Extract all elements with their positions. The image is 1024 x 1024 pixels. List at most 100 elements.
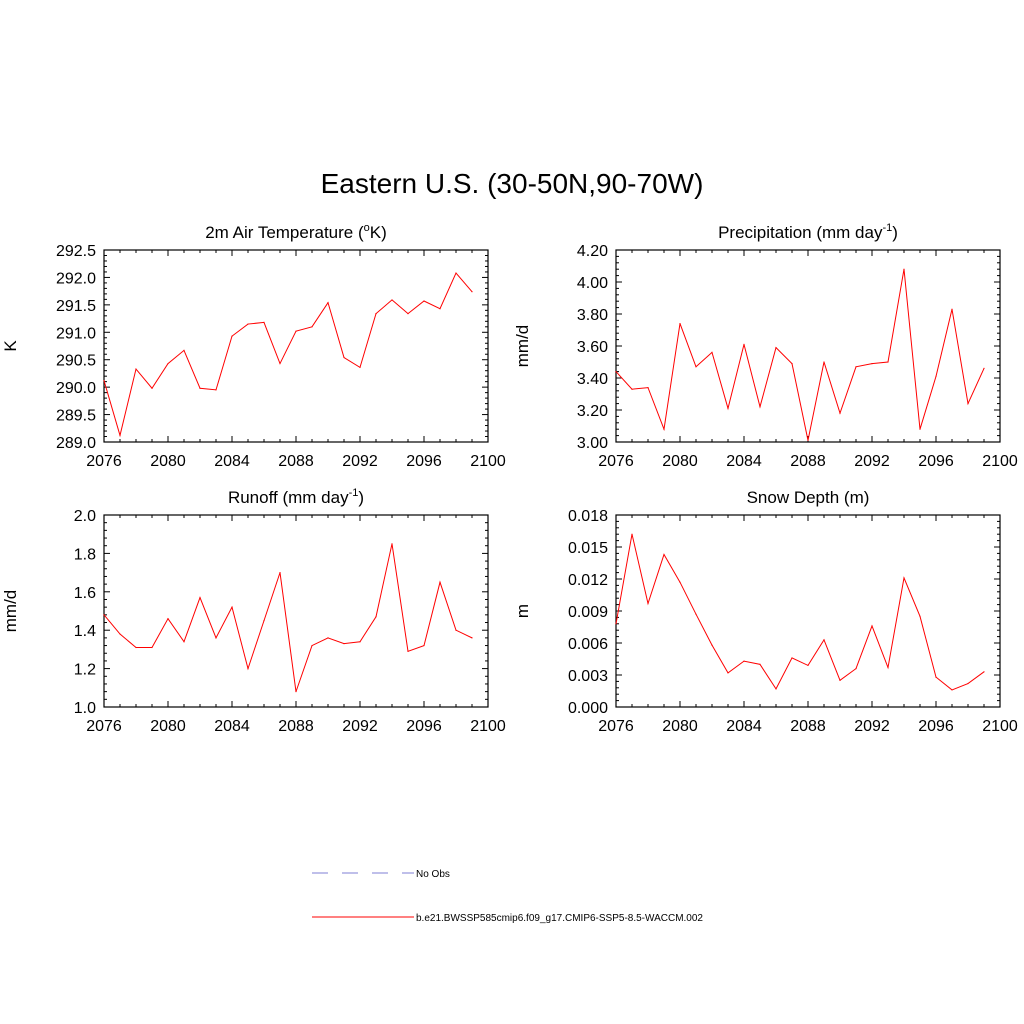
runoff-data-point-2095 [407,650,409,652]
precipitation-data-point-2091 [855,366,857,368]
precipitation-data-point-2096 [935,375,937,377]
snow-depth-data-point-2094 [903,577,905,579]
snow-depth-data-point-2083 [727,672,729,674]
snow-depth-data-point-2078 [647,602,649,605]
snow-depth-series-line [615,534,985,691]
precipitation-data-point-2095 [919,428,921,430]
runoff-data-point-2090 [327,637,329,639]
precipitation-x-tick-label: 2084 [726,453,762,470]
snow-depth-y-tick-label: 0.009 [568,604,608,621]
snow-depth-y-tick-label: 0.018 [568,508,608,525]
snow-depth-x-tick-label: 2076 [598,718,634,735]
precipitation-data-point-2083 [727,407,729,409]
precipitation-data-point-2081 [695,366,697,368]
temperature-data-point-2095 [407,313,409,315]
temperature-data-point-2097 [439,308,441,310]
runoff-x-tick-label: 2080 [150,718,186,735]
snow-depth-data-point-2089 [823,639,825,641]
snow-depth-data-point-2081 [695,613,697,615]
runoff-y-axis-label: mm/d [1,590,20,633]
panel-snow-depth: 2076 2080 2084 2088 2092 2096 2100 0.000 0.003 0.… [513,488,1018,735]
snow-depth-data-point-2095 [919,615,921,617]
panel-temperature: 2076 2080 2084 2088 2092 2096 2100 289.0 289.5 29… [1,222,506,470]
snow-depth-data-point-2080 [679,581,681,583]
temperature-y-axis-label: K [1,340,20,352]
runoff-panel-title: Runoff (mm day-1) [228,487,364,507]
runoff-series-line [103,543,473,692]
precipitation-y-tick-label: 3.00 [577,435,608,452]
runoff-y-tick-label: 2.0 [74,508,96,525]
snow-depth-data-point-2082 [711,644,713,646]
snow-depth-data-point-2087 [791,657,793,659]
runoff-data-point-2086 [263,620,265,622]
runoff-y-tick-label: 1.6 [74,585,96,602]
panel-precipitation: 2076 2080 2084 2088 2092 2096 2100 3.00 3.20 3.40… [513,222,1018,470]
precipitation-y-axis-label: mm/d [513,325,532,368]
precipitation-data-point-2089 [823,361,825,363]
temperature-title-main: 2m Air Temperature ( [205,223,364,242]
snow-depth-x-tick-label: 2100 [982,718,1018,735]
temperature-data-point-2085 [247,323,249,325]
precipitation-data-point-2090 [839,412,841,414]
temperature-data-point-2079 [151,387,153,389]
temperature-data-point-2099 [471,291,473,293]
precipitation-data-point-2082 [711,351,713,353]
temperature-x-tick-label: 2100 [470,453,506,470]
temperature-data-point-2083 [215,389,217,391]
temperature-data-point-2084 [231,335,233,337]
precipitation-x-tick-label: 2092 [854,453,890,470]
runoff-y-tick-label: 1.4 [74,623,96,640]
legend: No Obs b.e21.BWSSP585cmip6.f09_g17.CMIP6… [312,869,703,924]
temperature-data-point-2081 [183,349,185,351]
runoff-data-point-2094 [391,543,393,545]
runoff-data-point-2097 [439,581,441,583]
runoff-y-tick-label: 1.0 [74,700,96,717]
temperature-y-tick-label: 289.5 [56,408,96,425]
precipitation-data-point-2092 [871,363,873,365]
temperature-data-point-2090 [327,302,329,304]
precipitation-y-tick-label: 4.20 [577,243,608,260]
snow-depth-plot-frame [615,514,1001,708]
precipitation-data-point-2093 [887,361,889,363]
precipitation-data-point-2086 [775,347,777,349]
temperature-x-tick-label: 2096 [406,453,442,470]
temperature-y-tick-label: 290.0 [56,380,96,397]
runoff-data-point-2089 [311,644,313,647]
temperature-data-point-2098 [455,272,457,274]
precipitation-y-tick-label: 3.60 [577,339,608,356]
precipitation-x-tick-label: 2080 [662,453,698,470]
precipitation-y-tick-label: 3.80 [577,307,608,324]
temperature-data-point-2091 [343,356,345,359]
snow-depth-data-point-2084 [743,660,745,662]
snow-depth-data-point-2076 [615,623,617,625]
legend-label-no-obs: No Obs [416,869,450,880]
snow-depth-panel-title: Snow Depth (m) [747,488,870,507]
precipitation-title-end: ) [892,223,898,242]
precipitation-data-point-2088 [807,439,809,441]
precipitation-y-tick-label: 3.40 [577,371,608,388]
snow-depth-y-tick-label: 0.012 [568,572,608,589]
temperature-y-tick-label: 291.0 [56,325,96,342]
snow-depth-data-point-2096 [935,676,937,678]
temperature-title-end: K) [370,223,387,242]
precipitation-data-point-2076 [615,371,617,373]
precipitation-data-point-2078 [647,387,649,389]
temperature-x-tick-label: 2092 [342,453,378,470]
temperature-data-point-2094 [391,299,393,301]
runoff-data-point-2088 [295,691,297,693]
precipitation-data-point-2094 [903,268,905,270]
temperature-data-point-2086 [263,321,265,324]
temperature-data-point-2078 [135,368,137,370]
precipitation-series-line [615,269,985,441]
temperature-data-point-2088 [295,330,297,332]
runoff-data-point-2087 [279,572,281,574]
temperature-panel-title: 2m Air Temperature (oK) [205,222,387,242]
runoff-data-point-2099 [471,637,473,639]
snow-depth-data-point-2090 [839,679,841,681]
precipitation-x-tick-label: 2088 [790,453,826,470]
runoff-data-point-2083 [215,637,217,639]
precipitation-data-point-2084 [743,343,745,345]
temperature-y-tick-label: 290.5 [56,353,96,370]
temperature-data-point-2076 [103,379,105,382]
precipitation-x-tick-label: 2076 [598,453,634,470]
